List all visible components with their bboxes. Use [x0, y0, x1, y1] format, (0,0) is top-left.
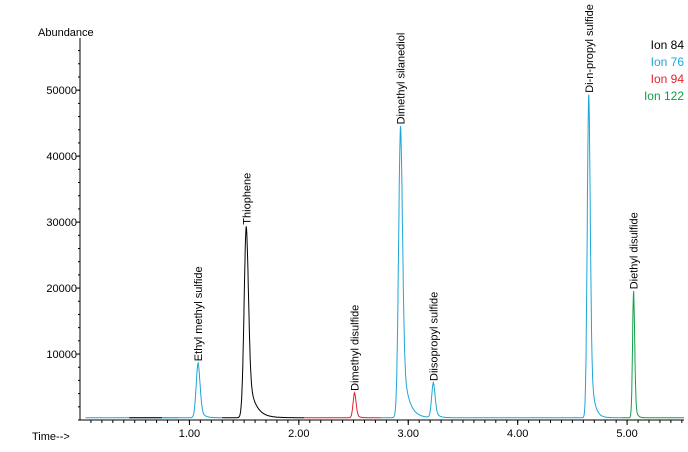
- y-axis-label: Abundance: [38, 27, 94, 39]
- peak-label: Dimethyl silanediol: [396, 33, 408, 125]
- x-tick-label: 4.00: [507, 428, 528, 440]
- x-tick-label: 3.00: [398, 428, 419, 440]
- y-tick-label: 50000: [46, 85, 77, 97]
- peak-label: Ethyl methyl sulfide: [193, 266, 205, 361]
- peak-label: Diisopropyl sulfide: [428, 292, 440, 381]
- legend-entry: Ion 76: [651, 55, 685, 69]
- y-ticks: 10000 20000 30000 40000 50000: [46, 50, 80, 421]
- trace-ion-76: [517, 94, 622, 419]
- legend-entry: Ion 84: [651, 38, 685, 52]
- trace-ion-76: [380, 126, 518, 419]
- traces: [85, 94, 684, 419]
- peak-labels: Ethyl methyl sulfide Thiophene Dimethyl di…: [193, 4, 641, 391]
- trace-ion-76: [162, 361, 223, 419]
- trace-ion-84: [222, 226, 305, 419]
- y-tick-label: 30000: [46, 217, 77, 229]
- legend-entry: Ion 122: [644, 89, 684, 103]
- x-ticks: 1.00 2.00 3.00 4.00 5.00: [90, 420, 683, 440]
- legend: Ion 84 Ion 76 Ion 94 Ion 122: [644, 38, 684, 103]
- x-tick-label: 1.00: [179, 428, 200, 440]
- peak-label: Di-n-propyl sulfide: [584, 4, 596, 93]
- y-tick-label: 20000: [46, 283, 77, 295]
- y-tick-label: 10000: [46, 349, 77, 361]
- x-tick-label: 2.00: [288, 428, 309, 440]
- peak-label: Thiophene: [241, 173, 253, 225]
- legend-entry: Ion 94: [651, 72, 685, 86]
- x-axis-label: Time-->: [32, 431, 70, 443]
- x-tick-label: 5.00: [616, 428, 637, 440]
- trace-ion-94: [304, 391, 381, 419]
- peak-label: Diethyl disulfide: [629, 212, 641, 289]
- trace-ion-122: [621, 290, 684, 419]
- peak-label: Dimethyl disulfide: [350, 305, 362, 391]
- y-tick-label: 40000: [46, 151, 77, 163]
